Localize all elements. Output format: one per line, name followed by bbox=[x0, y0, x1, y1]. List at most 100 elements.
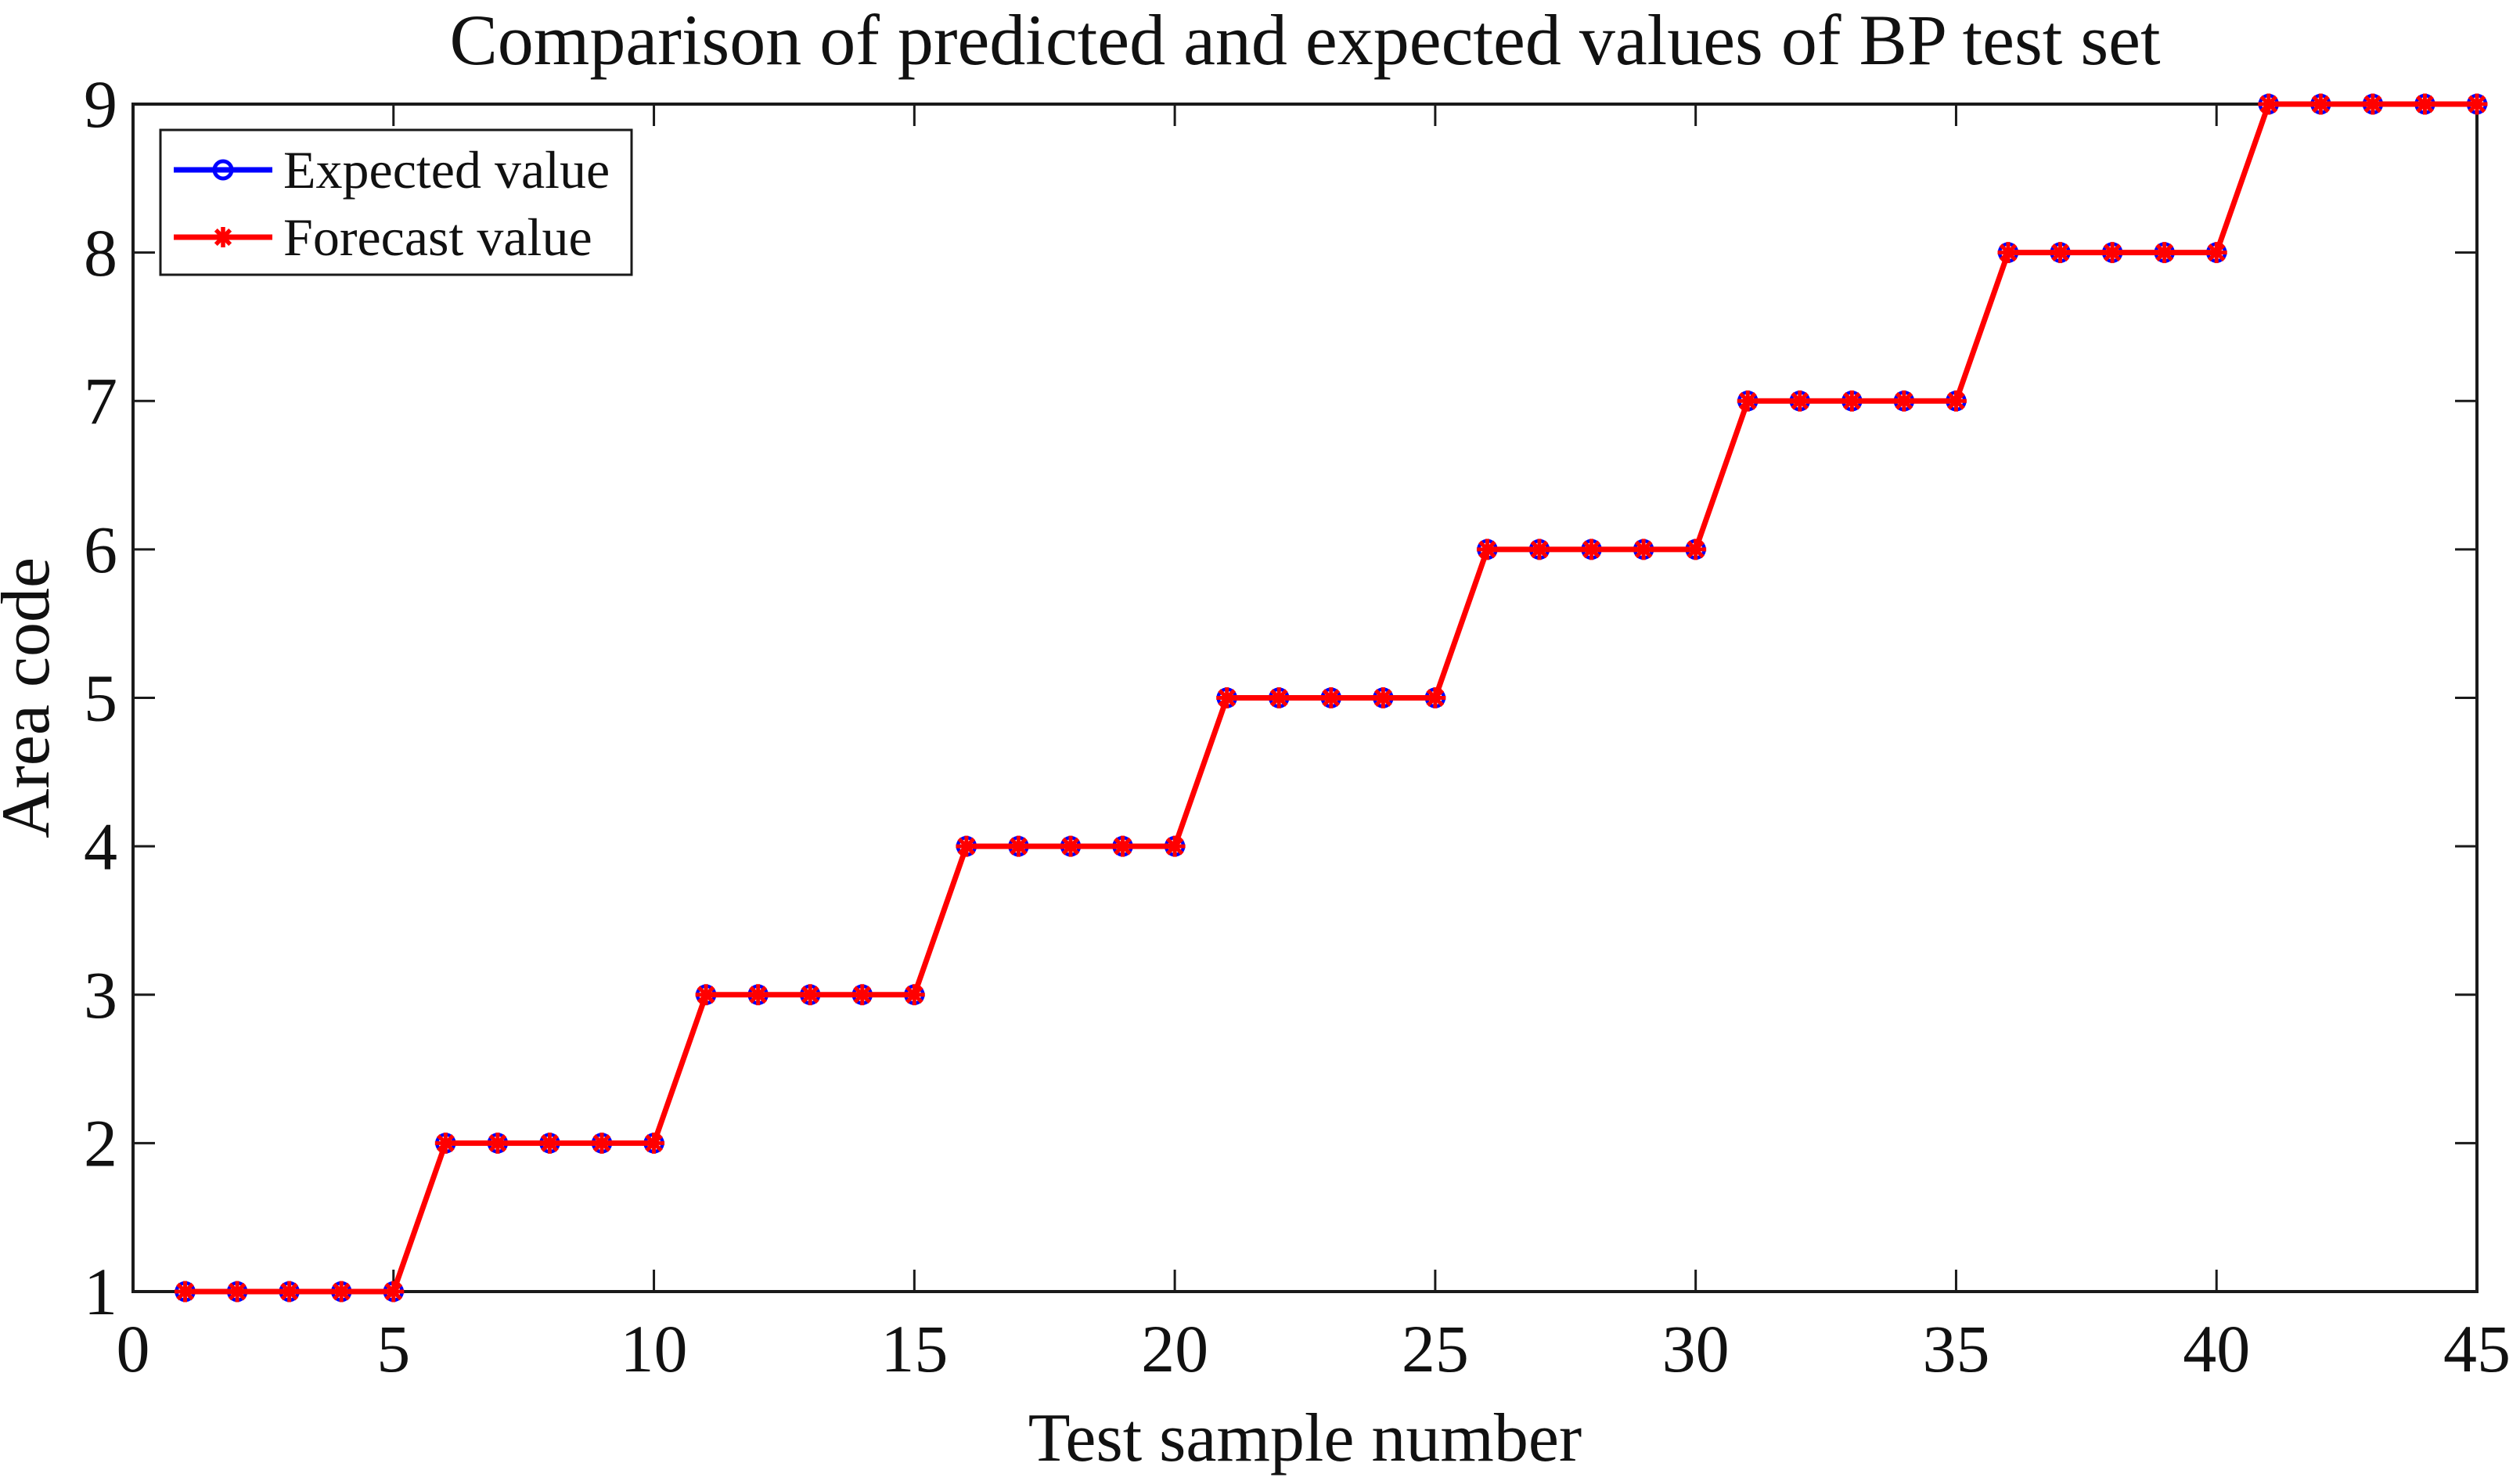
forecast-point-marker bbox=[591, 1132, 613, 1154]
forecast-point-marker bbox=[2258, 93, 2280, 115]
asterisk-spoke bbox=[1947, 391, 1965, 410]
asterisk-spoke bbox=[1634, 540, 1653, 559]
asterisk-spoke bbox=[905, 986, 923, 1004]
asterisk-spoke bbox=[2468, 95, 2486, 114]
forecast-point-marker bbox=[2362, 93, 2384, 115]
forecast-point-marker bbox=[2050, 242, 2072, 264]
x-tick-label: 5 bbox=[376, 1311, 410, 1386]
forecast-point-marker bbox=[851, 984, 873, 1006]
asterisk-spoke bbox=[437, 1134, 455, 1152]
asterisk-spoke bbox=[592, 1134, 611, 1152]
forecast-point-marker bbox=[2205, 242, 2227, 264]
forecast-point-marker bbox=[1060, 835, 1082, 857]
y-axis-label: Area code bbox=[0, 557, 64, 838]
asterisk-spoke bbox=[2207, 243, 2226, 261]
forecast-point-marker bbox=[434, 1132, 456, 1154]
x-tick-label: 45 bbox=[2443, 1311, 2511, 1386]
y-tick-label: 9 bbox=[84, 67, 117, 142]
asterisk-spoke bbox=[1687, 540, 1705, 559]
chart-title: Comparison of predicted and expected val… bbox=[449, 0, 2161, 80]
legend-entry-label: Forecast value bbox=[283, 207, 592, 267]
asterisk-spoke bbox=[384, 1282, 403, 1301]
y-tick-label: 4 bbox=[84, 809, 117, 884]
forecast-point-marker bbox=[1737, 390, 1759, 412]
x-tick-label: 20 bbox=[1141, 1311, 1208, 1386]
asterisk-spoke bbox=[1530, 540, 1549, 559]
asterisk-spoke bbox=[749, 986, 767, 1004]
forecast-point-marker bbox=[956, 835, 977, 857]
asterisk-spoke bbox=[2259, 95, 2278, 114]
asterisk-spoke bbox=[176, 1282, 194, 1301]
asterisk-spoke bbox=[214, 228, 232, 247]
forecast-point-marker bbox=[1164, 835, 1186, 857]
asterisk-spoke bbox=[697, 986, 715, 1004]
legend-circle-marker-icon bbox=[212, 159, 234, 181]
asterisk-spoke bbox=[853, 986, 872, 1004]
forecast-point-marker bbox=[213, 227, 233, 247]
forecast-point-marker bbox=[487, 1132, 509, 1154]
forecast-point-marker bbox=[1112, 835, 1134, 857]
forecast-point-marker bbox=[1997, 242, 2019, 264]
forecast-point-marker bbox=[747, 984, 769, 1006]
asterisk-spoke bbox=[1738, 391, 1757, 410]
forecast-point-marker bbox=[643, 1132, 665, 1154]
asterisk-spoke bbox=[1322, 689, 1341, 707]
asterisk-spoke bbox=[1165, 837, 1184, 856]
asterisk-spoke bbox=[541, 1134, 559, 1152]
legend-entry-label: Expected value bbox=[283, 140, 610, 200]
forecast-point-marker bbox=[2309, 93, 2331, 115]
forecast-point-marker bbox=[1633, 539, 1654, 560]
forecast-point-marker bbox=[1841, 390, 1863, 412]
forecast-point-marker bbox=[1216, 687, 1238, 708]
forecast-point-marker bbox=[1581, 539, 1603, 560]
asterisk-spoke bbox=[280, 1282, 298, 1301]
forecast-point-marker bbox=[1789, 390, 1811, 412]
asterisk-spoke bbox=[228, 1282, 247, 1301]
forecast-point-marker bbox=[1424, 687, 1446, 708]
asterisk-spoke bbox=[645, 1134, 663, 1152]
x-tick-label: 15 bbox=[880, 1311, 948, 1386]
legend-box bbox=[159, 128, 633, 276]
forecast-point-marker bbox=[903, 984, 925, 1006]
y-tick-label: 2 bbox=[84, 1106, 117, 1181]
asterisk-spoke bbox=[1061, 837, 1080, 856]
forecast-point-marker bbox=[226, 1281, 248, 1303]
forecast-point-marker bbox=[175, 1281, 196, 1303]
forecast-point-marker bbox=[330, 1281, 352, 1303]
asterisk-spoke bbox=[1478, 540, 1496, 559]
y-tick-label: 1 bbox=[84, 1254, 117, 1329]
forecast-point-marker bbox=[2101, 242, 2123, 264]
forecast-point-marker bbox=[1685, 539, 1707, 560]
y-tick-label: 5 bbox=[84, 661, 117, 736]
asterisk-spoke bbox=[2363, 95, 2382, 114]
asterisk-spoke bbox=[1843, 391, 1861, 410]
asterisk-spoke bbox=[2416, 95, 2434, 114]
forecast-point-marker bbox=[1320, 687, 1342, 708]
forecast-point-marker bbox=[538, 1132, 560, 1154]
series-forecast-markers bbox=[175, 93, 2488, 1303]
asterisk-spoke bbox=[1426, 689, 1445, 707]
asterisk-spoke bbox=[2155, 243, 2173, 261]
legend: Expected value Forecast value bbox=[159, 128, 633, 276]
asterisk-spoke bbox=[1999, 243, 2018, 261]
asterisk-spoke bbox=[488, 1134, 507, 1152]
asterisk-spoke bbox=[1374, 689, 1392, 707]
asterisk-spoke bbox=[1010, 837, 1028, 856]
forecast-point-marker bbox=[1268, 687, 1290, 708]
asterisk-spoke bbox=[1582, 540, 1600, 559]
forecast-point-marker bbox=[2466, 93, 2488, 115]
y-tick-label: 6 bbox=[84, 512, 117, 587]
forecast-point-marker bbox=[1945, 390, 1967, 412]
forecast-point-marker bbox=[1372, 687, 1394, 708]
x-tick-label: 30 bbox=[1662, 1311, 1730, 1386]
y-tick-label: 7 bbox=[84, 363, 117, 438]
forecast-point-marker bbox=[2154, 242, 2176, 264]
asterisk-spoke bbox=[957, 837, 976, 856]
forecast-point-marker bbox=[799, 984, 821, 1006]
x-tick-label: 40 bbox=[2183, 1311, 2250, 1386]
x-axis-label: Test sample number bbox=[1028, 1400, 1582, 1476]
asterisk-spoke bbox=[801, 986, 819, 1004]
asterisk-spoke bbox=[1269, 689, 1288, 707]
asterisk-spoke bbox=[2312, 95, 2330, 114]
